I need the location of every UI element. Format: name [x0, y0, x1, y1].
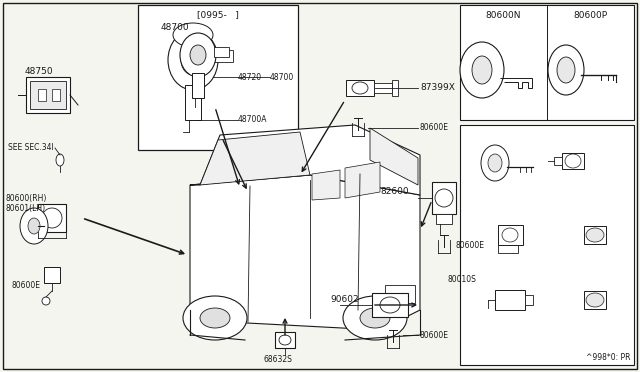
Ellipse shape: [586, 228, 604, 242]
Text: 80600E: 80600E: [12, 280, 41, 289]
Polygon shape: [312, 170, 340, 200]
Text: 68632S: 68632S: [264, 356, 293, 365]
Ellipse shape: [20, 208, 48, 244]
Text: 80600(RH): 80600(RH): [5, 193, 46, 202]
Bar: [385, 285, 415, 303]
Text: 80601(LH): 80601(LH): [5, 203, 45, 212]
Text: 80600E: 80600E: [420, 124, 449, 132]
Ellipse shape: [28, 218, 40, 234]
Text: 80600E: 80600E: [420, 330, 449, 340]
Ellipse shape: [565, 154, 581, 168]
Ellipse shape: [279, 335, 291, 345]
Bar: [52, 89, 60, 101]
Ellipse shape: [183, 296, 247, 340]
Bar: [495, 290, 525, 310]
Text: ^998*0: PR: ^998*0: PR: [586, 353, 630, 362]
Ellipse shape: [352, 82, 368, 94]
Ellipse shape: [557, 57, 575, 83]
Ellipse shape: [360, 308, 390, 328]
Ellipse shape: [435, 189, 453, 207]
Polygon shape: [345, 162, 380, 198]
Bar: [432, 182, 456, 214]
Ellipse shape: [481, 145, 509, 181]
Text: 48700: 48700: [270, 73, 294, 81]
Polygon shape: [200, 132, 310, 185]
Bar: [562, 153, 584, 169]
Polygon shape: [190, 175, 420, 330]
Ellipse shape: [380, 297, 400, 313]
Text: 82600: 82600: [380, 187, 408, 196]
Bar: [372, 293, 408, 317]
Bar: [38, 204, 66, 232]
Ellipse shape: [42, 297, 50, 305]
Ellipse shape: [56, 154, 64, 166]
Bar: [26, 77, 70, 113]
Text: 48720: 48720: [238, 73, 262, 81]
Text: 80010S: 80010S: [448, 276, 477, 285]
Text: 80600N: 80600N: [485, 10, 521, 19]
Text: 80600P: 80600P: [573, 10, 607, 19]
Bar: [525, 295, 533, 305]
Ellipse shape: [168, 30, 218, 90]
Text: 87399X: 87399X: [420, 83, 455, 93]
Bar: [460, 5, 634, 120]
Text: 48750: 48750: [25, 67, 54, 77]
Ellipse shape: [472, 56, 492, 84]
Bar: [436, 214, 452, 224]
Bar: [584, 291, 606, 309]
Polygon shape: [190, 125, 420, 195]
Ellipse shape: [181, 45, 205, 75]
Bar: [185, 85, 201, 120]
Ellipse shape: [200, 308, 230, 328]
Bar: [554, 157, 562, 165]
Bar: [392, 80, 398, 96]
Bar: [138, 5, 298, 150]
Text: SEE SEC.34I: SEE SEC.34I: [8, 144, 54, 153]
Text: [0995-   ]: [0995- ]: [197, 10, 239, 19]
Bar: [192, 73, 204, 98]
Polygon shape: [370, 128, 418, 185]
Bar: [374, 83, 392, 93]
Ellipse shape: [343, 296, 407, 340]
Bar: [275, 332, 295, 348]
Text: 80600E: 80600E: [455, 241, 484, 250]
Text: 48700: 48700: [161, 23, 189, 32]
Bar: [346, 80, 374, 96]
Bar: [30, 81, 66, 109]
Bar: [584, 226, 606, 244]
Ellipse shape: [190, 45, 206, 65]
Text: 48700A: 48700A: [238, 115, 268, 125]
Ellipse shape: [548, 45, 584, 95]
Ellipse shape: [42, 208, 62, 228]
Text: 90602: 90602: [330, 295, 358, 305]
Bar: [214, 47, 229, 57]
Ellipse shape: [586, 293, 604, 307]
Bar: [44, 267, 60, 283]
Ellipse shape: [488, 154, 502, 172]
Ellipse shape: [460, 42, 504, 98]
Bar: [498, 225, 523, 245]
Ellipse shape: [502, 228, 518, 242]
Ellipse shape: [180, 33, 216, 77]
Ellipse shape: [173, 23, 213, 47]
Bar: [38, 89, 46, 101]
Bar: [213, 50, 233, 62]
Bar: [460, 125, 634, 365]
